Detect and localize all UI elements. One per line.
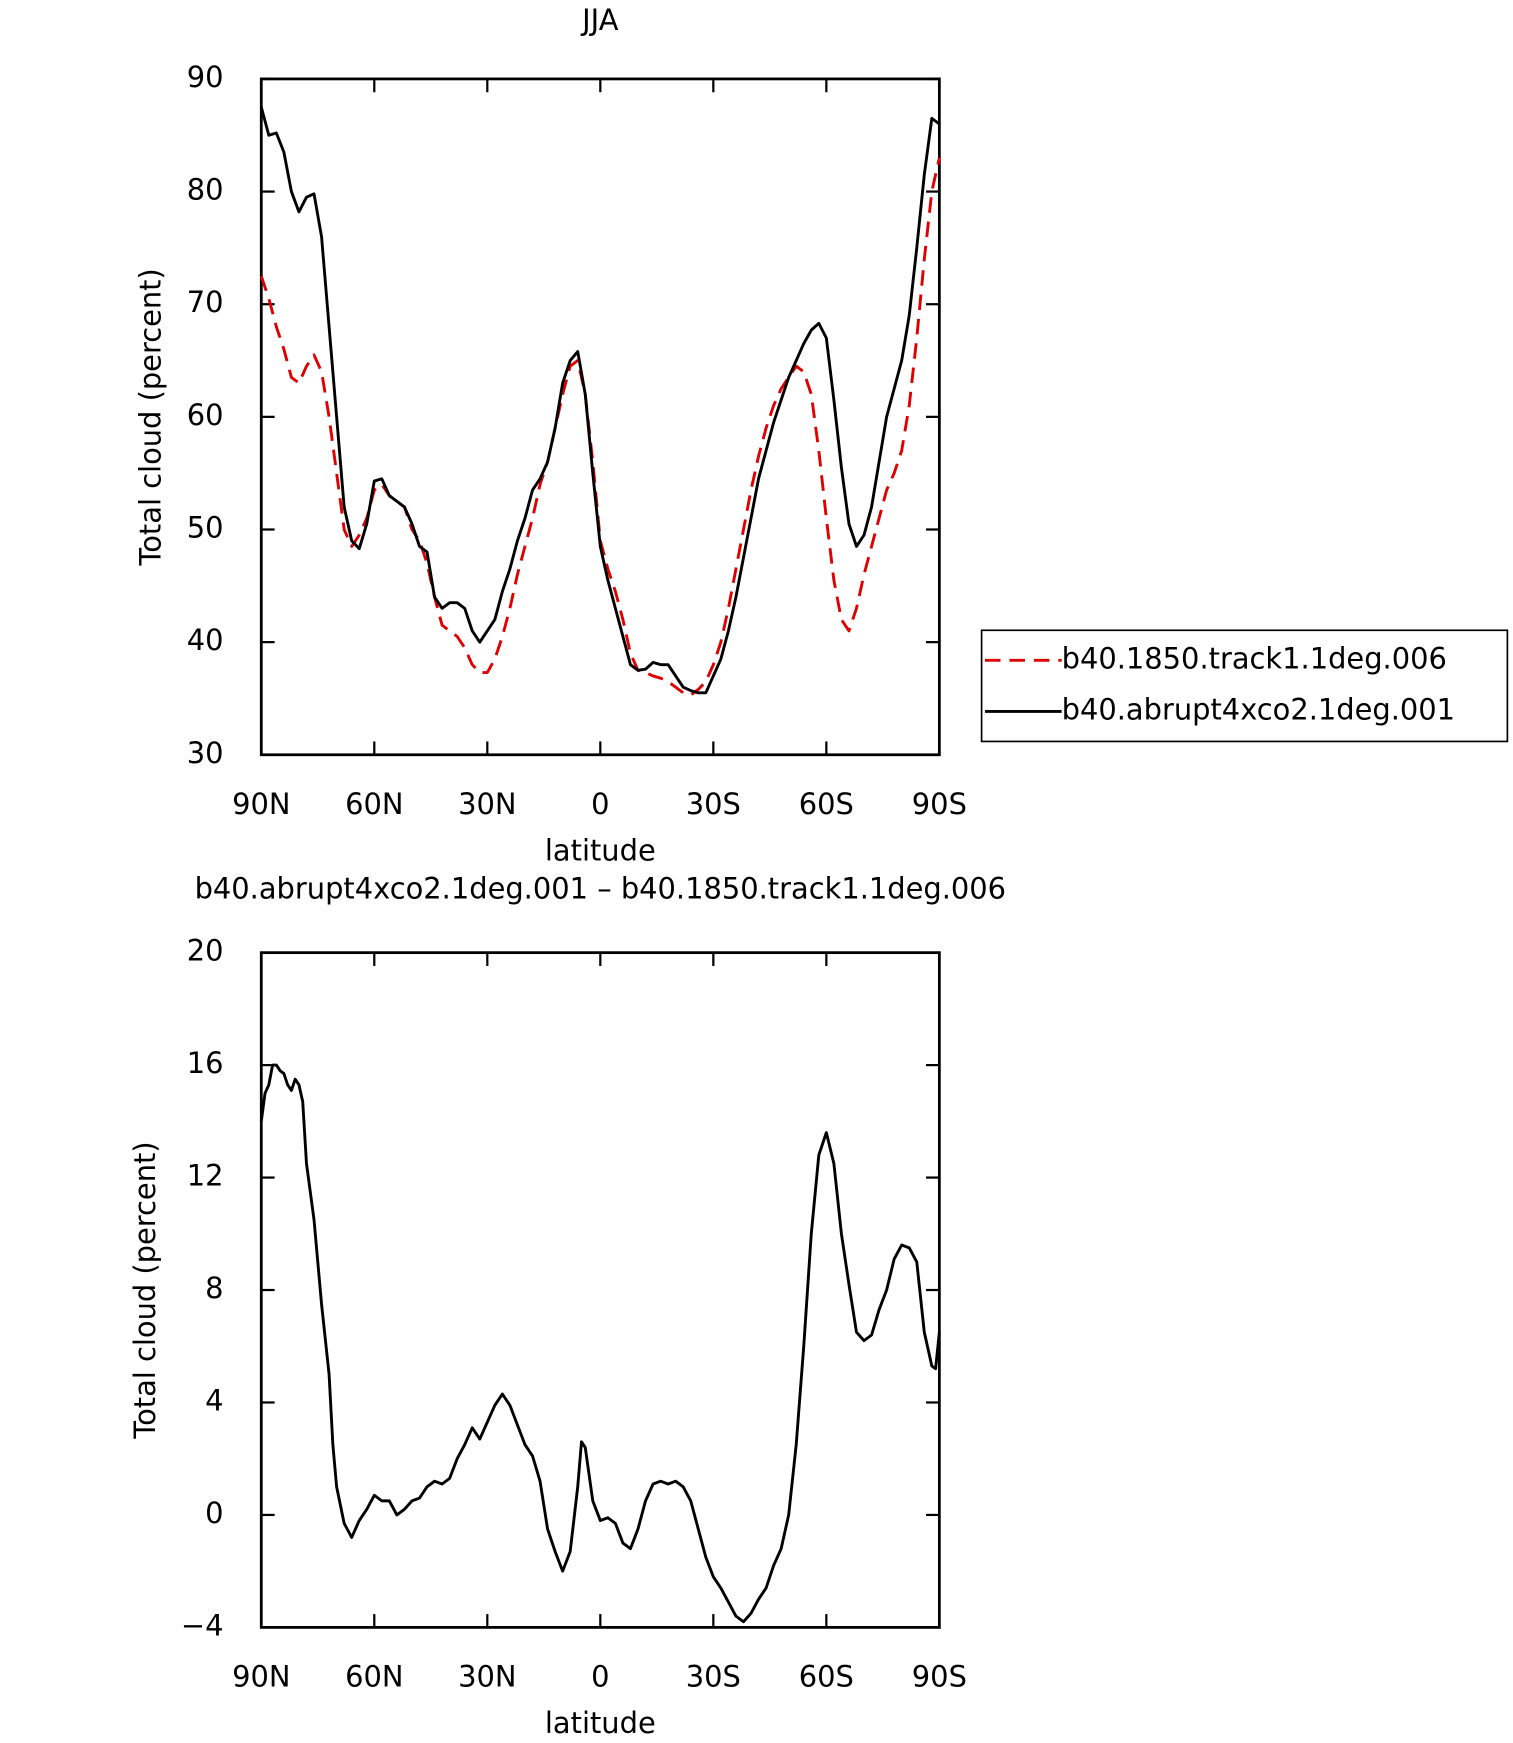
legend: b40.1850.track1.1deg.006 b40.abrupt4xco2.… (980, 629, 1509, 743)
x-axis-label: latitude (545, 834, 656, 868)
x-tick-label: 60N (345, 787, 403, 821)
x-tick-label: 30S (686, 1660, 741, 1694)
chart-title: b40.abrupt4xco2.1deg.001 – b40.1850.trac… (195, 871, 1006, 905)
chart-title: JJA (580, 3, 619, 37)
y-tick-label: 80 (187, 173, 224, 207)
y-tick-label: 16 (187, 1046, 224, 1080)
y-tick-label: 40 (187, 623, 224, 657)
x-tick-label: 90S (912, 1660, 967, 1694)
x-tick-label: 30N (458, 787, 516, 821)
x-tick-label: 60S (799, 787, 854, 821)
plot-frame (259, 77, 941, 757)
y-tick-label: 8 (205, 1271, 223, 1305)
y-tick-label: 12 (187, 1159, 224, 1193)
plot-frame (259, 951, 941, 1629)
data-line (259, 1063, 941, 1624)
y-tick-label: 70 (187, 285, 224, 319)
y-axis-label: Total cloud (percent) (133, 268, 167, 566)
x-tick-label: 30N (458, 1660, 516, 1694)
y-tick-label: 30 (187, 736, 224, 770)
y-tick-label: 0 (205, 1496, 223, 1530)
x-tick-label: 90N (232, 1660, 290, 1694)
y-tick-label: 20 (187, 934, 224, 968)
y-tick-label: 4 (205, 1383, 223, 1417)
x-tick-label: 30S (686, 787, 741, 821)
x-tick-label: 60N (345, 1660, 403, 1694)
legend-box (980, 629, 1509, 743)
legend-label: b40.abrupt4xco2.1deg.001 (1062, 692, 1455, 726)
y-tick-label: −4 (181, 1608, 224, 1642)
x-tick-label: 0 (591, 1660, 609, 1694)
x-tick-label: 60S (799, 1660, 854, 1694)
y-tick-label: 90 (187, 60, 224, 94)
legend-label: b40.1850.track1.1deg.006 (1062, 641, 1447, 675)
y-tick-label: 50 (187, 510, 224, 544)
y-tick-label: 60 (187, 398, 224, 432)
x-tick-label: 0 (591, 787, 609, 821)
x-axis-label: latitude (545, 1706, 656, 1740)
data-line (259, 106, 941, 695)
y-axis-label: Total cloud (percent) (128, 1141, 162, 1439)
x-tick-label: 90N (232, 787, 290, 821)
x-tick-label: 90S (912, 787, 967, 821)
